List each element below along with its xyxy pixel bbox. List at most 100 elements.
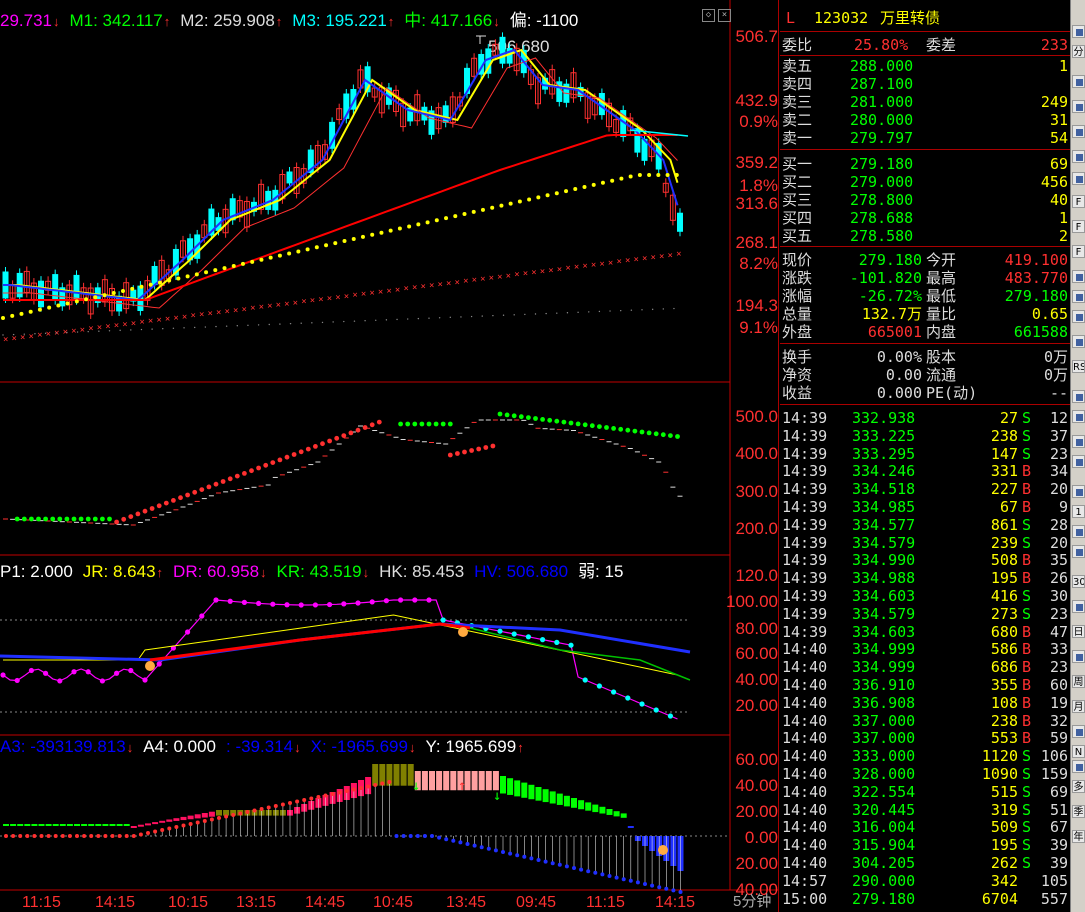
- toolbar-tool-icon[interactable]: [1072, 335, 1085, 348]
- tick-volume: 1120: [981, 747, 1018, 766]
- toolbar-tool-icon[interactable]: [1072, 150, 1085, 163]
- kdj-line-green: [469, 627, 691, 681]
- toolbar-tool-icon[interactable]: [1072, 725, 1085, 738]
- ma-cross-red: ×: [574, 263, 579, 273]
- toolbar-tool-icon[interactable]: [1072, 75, 1085, 88]
- ma-dot-gray: [609, 310, 611, 312]
- ma-dot-yellow: [674, 173, 679, 177]
- collapse-icon[interactable]: ◇: [702, 9, 715, 22]
- histogram-bar: [471, 771, 478, 791]
- toolbar-button[interactable]: 周: [1072, 675, 1085, 688]
- sub1-dot-green: [639, 429, 645, 435]
- chart-area[interactable]: 506.7 432.9 0.9% 359.2 1.8% 313.6 268.1 8.2% 194…: [0, 0, 778, 912]
- toolbar-tool-icon[interactable]: [1072, 310, 1085, 323]
- ma-dot-yellow: [314, 245, 319, 250]
- toolbar-button[interactable]: 30: [1072, 575, 1085, 588]
- toolbar-button[interactable]: 年: [1072, 830, 1085, 843]
- histogram-bar: [578, 800, 585, 810]
- histogram-bar: [74, 824, 80, 826]
- histogram-bar: [521, 782, 528, 798]
- tick-volume: 553: [990, 729, 1018, 748]
- histogram-bar: [24, 824, 31, 826]
- trade-tick-row: 14:39 334.603 416 S 30: [780, 587, 1070, 605]
- toolbar-tool-icon[interactable]: [1072, 650, 1085, 663]
- toolbar-button[interactable]: 日: [1072, 625, 1085, 638]
- histogram-dot: [564, 864, 569, 869]
- tick-time: 14:39: [782, 498, 828, 516]
- toolbar-tool-icon[interactable]: [1072, 172, 1085, 185]
- main-indicator-bar: 29.731↓ M1: 342.117↑ M2: 259.908↑ M3: 195.2…: [0, 6, 588, 31]
- sub1-dot-red: [369, 422, 375, 428]
- close-icon[interactable]: ×: [718, 9, 731, 22]
- toolbar-button[interactable]: 多: [1072, 780, 1085, 793]
- price-axis-label: 359.2: [735, 153, 778, 172]
- toolbar-tool-icon[interactable]: [1072, 525, 1085, 538]
- sub1-dot-green: [554, 418, 560, 424]
- ma-dot-gray: [183, 327, 185, 329]
- toolbar-button[interactable]: RS: [1072, 360, 1085, 373]
- ma-dot-yellow: [517, 199, 522, 204]
- sub1-dot-red: [469, 448, 474, 453]
- ma-line-cyan: [629, 129, 689, 137]
- toolbar-button[interactable]: F: [1072, 195, 1085, 208]
- toolbar-tool-icon[interactable]: [1072, 125, 1085, 138]
- candle-body: [677, 212, 683, 232]
- toolbar-tool-icon[interactable]: [1072, 100, 1085, 113]
- toolbar-tool-icon[interactable]: [1072, 25, 1085, 38]
- histogram-dot: [252, 808, 257, 813]
- sub1-dot-red: [206, 484, 212, 490]
- toolbar-button[interactable]: F: [1072, 220, 1085, 233]
- toolbar-button[interactable]: 分: [1072, 45, 1085, 58]
- toolbar-tool-icon[interactable]: [1072, 390, 1085, 403]
- toolbar-button[interactable]: 季: [1072, 805, 1085, 818]
- quote-text: 买一: [782, 155, 813, 173]
- ma-dot-gray: [204, 326, 207, 328]
- kline-chart-svg[interactable]: 506.7 432.9 0.9% 359.2 1.8%313.6 268.1 8.2% 194…: [0, 0, 778, 912]
- toolbar-tool-icon[interactable]: [1072, 760, 1085, 773]
- toolbar-tool-icon[interactable]: [1072, 600, 1085, 613]
- toolbar-button[interactable]: 月: [1072, 700, 1085, 713]
- ma-dot-gray: [588, 311, 590, 313]
- toolbar-tool-icon[interactable]: [1072, 455, 1085, 468]
- toolbar-button[interactable]: F: [1072, 245, 1085, 258]
- toolbar-tool-icon[interactable]: [1072, 270, 1085, 283]
- sub1-dot-red: [355, 427, 361, 433]
- market-marker: L: [786, 9, 796, 27]
- toolbar-button[interactable]: N: [1072, 745, 1085, 758]
- ma-dot-gray: [353, 320, 356, 322]
- tick-time: 14:40: [782, 747, 828, 766]
- sub1-dot-green: [568, 420, 574, 426]
- histogram-dot: [458, 840, 463, 845]
- ma-cross-red: ×: [233, 306, 238, 316]
- ma-dot-yellow: [480, 207, 485, 212]
- ma-dot-yellow: [148, 282, 153, 287]
- ma-cross-red: ×: [182, 312, 187, 322]
- price-axis-label: 194.3: [735, 296, 778, 315]
- histogram-dot: [39, 834, 44, 838]
- time-axis-label: 09:45: [516, 894, 556, 911]
- toolbar-tool-icon[interactable]: [1072, 435, 1085, 448]
- ma-dot-yellow: [111, 291, 116, 296]
- stats-row: 涨跌 -101.820 最高 483.770: [780, 269, 1070, 287]
- toolbar-tool-icon[interactable]: [1072, 545, 1085, 558]
- tick-direction: B: [1022, 462, 1032, 481]
- sub1-dot-green: [64, 516, 70, 522]
- toolbar-button[interactable]: 1: [1072, 505, 1085, 518]
- histogram-dot: [25, 834, 30, 838]
- histogram-bar: [443, 771, 450, 791]
- tick-direction: B: [1022, 729, 1032, 748]
- quote-text: 流通: [926, 366, 957, 384]
- toolbar-tool-icon[interactable]: [1072, 485, 1085, 498]
- sub1-dot-green: [597, 424, 602, 429]
- ma-dot-yellow: [333, 241, 338, 246]
- sub1-dot-green: [447, 421, 453, 427]
- histogram-dot: [131, 834, 136, 838]
- main-indicators-item: 29.731: [0, 11, 52, 30]
- sub1-dot-green: [511, 413, 517, 419]
- ma-dot-gray: [172, 327, 175, 329]
- ma-line-red: [3, 134, 678, 301]
- toolbar-tool-icon[interactable]: [1072, 410, 1085, 423]
- ma-dot-gray: [300, 322, 302, 324]
- toolbar-tool-icon[interactable]: [1072, 290, 1085, 303]
- quote-text: 0.00%: [876, 348, 922, 366]
